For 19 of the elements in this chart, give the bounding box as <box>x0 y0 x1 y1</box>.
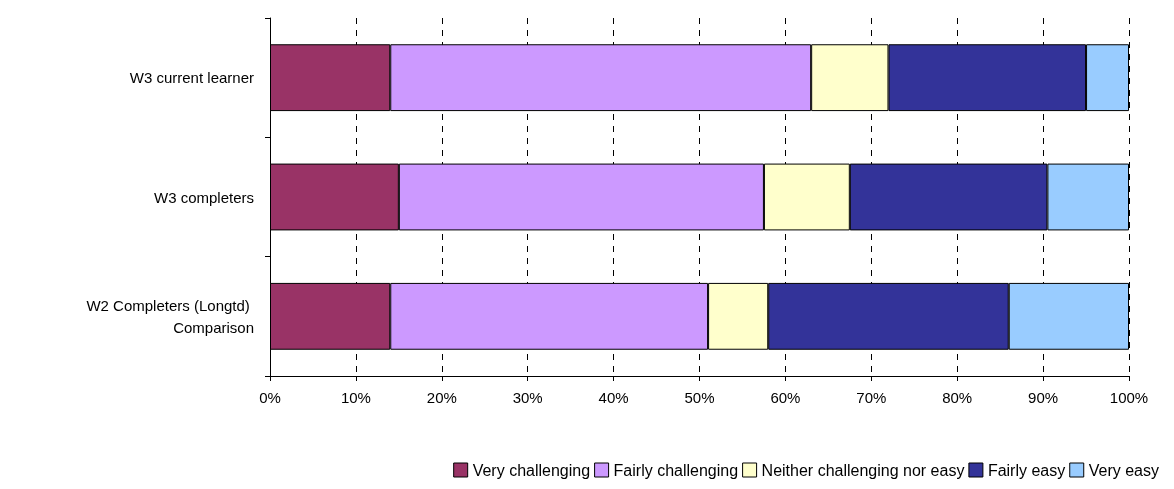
x-tick-label: 40% <box>598 389 629 406</box>
legend-label: Fairly challenging <box>613 461 739 479</box>
x-tick-label: 90% <box>1028 389 1059 406</box>
x-tick-label: 80% <box>942 389 973 406</box>
x-tick-label: 100% <box>1109 389 1149 406</box>
x-tick-label: 0% <box>259 389 281 406</box>
legend-label: Fairly easy <box>987 461 1066 479</box>
x-tick-label: 10% <box>340 389 371 406</box>
legend-label: Very easy <box>1088 461 1160 479</box>
x-tick-label: 20% <box>426 389 457 406</box>
legend-label: Very challenging <box>472 461 591 479</box>
y-tick-label: W3 current learner <box>129 69 254 87</box>
x-tick-label: 70% <box>856 389 887 406</box>
x-tick-label: 60% <box>770 389 801 406</box>
x-tick-label: 30% <box>512 389 543 406</box>
x-tick-label: 50% <box>684 389 715 406</box>
y-tick-label: W2 Completers (Longtd) Comparison <box>86 296 254 336</box>
y-tick-label: W3 completers <box>153 188 254 206</box>
legend-label: Neither challenging nor easy <box>761 461 965 479</box>
